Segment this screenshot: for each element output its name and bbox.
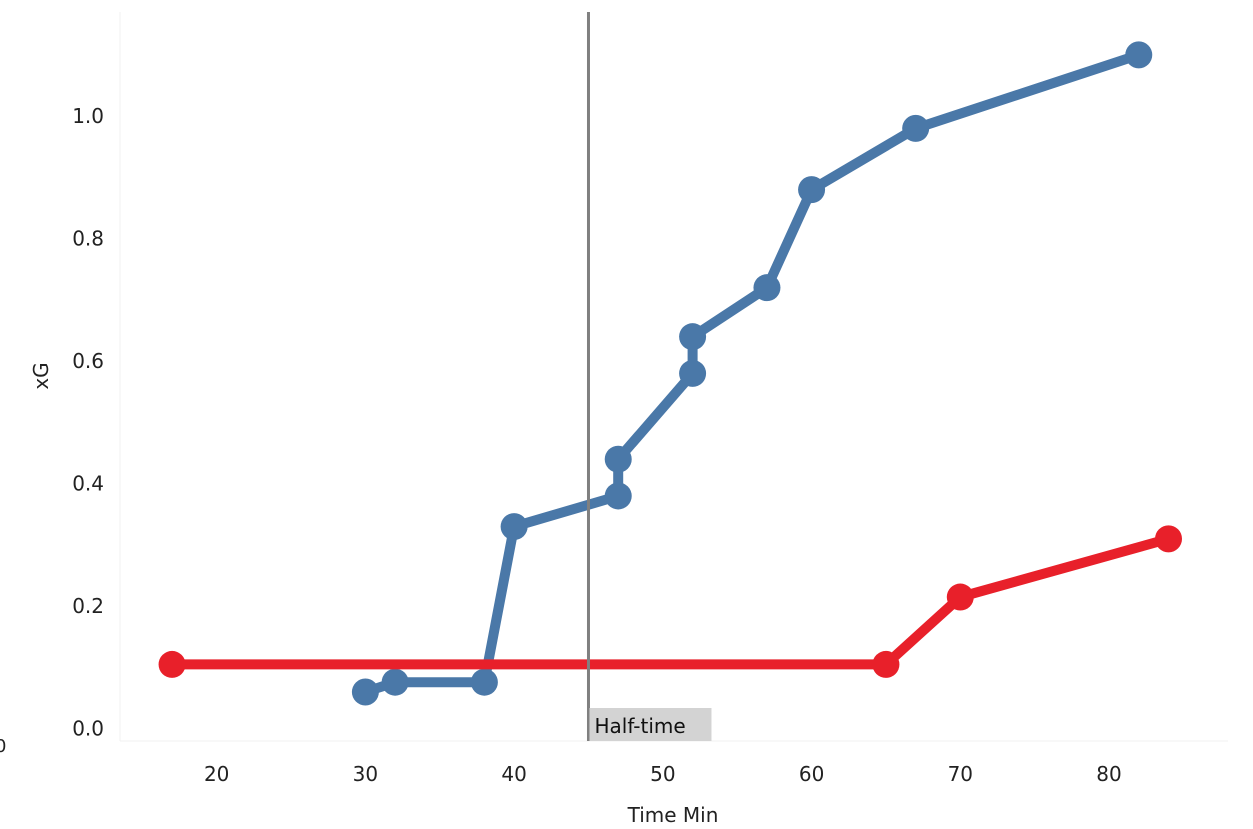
x-tick-label: 20 <box>204 762 229 786</box>
y-tick-label: 0.0 <box>72 717 104 741</box>
data-point <box>500 513 528 541</box>
y-axis-title: xG <box>29 362 53 389</box>
data-point <box>679 359 707 387</box>
series-line <box>360 49 1144 697</box>
axes: 20 30 40 50 60 70 80 0.0 0.2 0.4 0.6 0.8 1.0 <box>72 12 1228 786</box>
data-point <box>158 650 186 678</box>
data-point <box>604 482 632 510</box>
data-point <box>470 668 498 696</box>
y-tick-label: 0.6 <box>72 349 104 373</box>
x-tick-label: 60 <box>799 762 824 786</box>
data-point <box>1155 525 1183 553</box>
data-point <box>604 445 632 473</box>
data-point <box>872 650 900 678</box>
labels: Time Min xG 0 <box>0 362 718 827</box>
x-tick-label: 30 <box>353 762 378 786</box>
half-time-label: Half-time <box>594 714 685 738</box>
y-tick-label: 0.2 <box>72 594 104 618</box>
x-tick-label: 40 <box>501 762 526 786</box>
data-point <box>753 274 781 302</box>
data-point <box>798 176 826 204</box>
data-point <box>351 678 379 706</box>
annotations: Half-time <box>586 12 712 741</box>
y-tick-label: 1.0 <box>72 104 104 128</box>
half-time-label-box <box>589 708 712 741</box>
data-point <box>381 668 409 696</box>
series-line <box>167 533 1174 670</box>
data-point <box>1125 41 1153 69</box>
stray-tick-label: 0 <box>0 736 6 757</box>
data-point <box>679 323 707 351</box>
x-axis-title: Time Min <box>627 803 719 827</box>
series-1 <box>351 41 1153 706</box>
series-2 <box>158 525 1183 678</box>
x-tick-label: 50 <box>650 762 675 786</box>
data-point <box>946 583 974 611</box>
series-group <box>158 41 1183 706</box>
y-tick-label: 0.8 <box>72 227 104 251</box>
data-point <box>902 114 930 142</box>
y-tick-label: 0.4 <box>72 472 104 496</box>
x-tick-label: 70 <box>948 762 973 786</box>
x-tick-label: 80 <box>1096 762 1121 786</box>
